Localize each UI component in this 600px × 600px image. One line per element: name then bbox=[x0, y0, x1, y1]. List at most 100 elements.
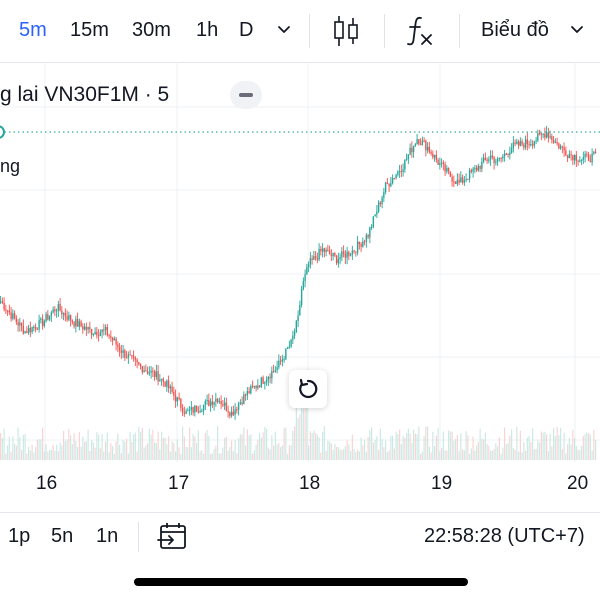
candle-body bbox=[397, 171, 399, 175]
volume-bar bbox=[565, 453, 567, 460]
volume-bar bbox=[444, 450, 446, 460]
volume-bar bbox=[42, 427, 44, 460]
volume-bar bbox=[502, 447, 504, 460]
timeframe-30m[interactable]: 30m bbox=[132, 19, 171, 41]
candle-body bbox=[174, 395, 177, 402]
volume-bar bbox=[540, 431, 542, 460]
candle-body bbox=[365, 235, 368, 242]
legend-collapse-button[interactable] bbox=[230, 81, 262, 109]
volume-bar bbox=[196, 442, 198, 460]
candle-body bbox=[97, 335, 100, 337]
candle-body bbox=[458, 179, 460, 183]
volume-bar bbox=[61, 445, 63, 460]
timeframe-5m[interactable]: 5m bbox=[19, 19, 47, 41]
candle-body bbox=[477, 165, 480, 171]
volume-bar bbox=[231, 440, 233, 460]
volume-bar bbox=[414, 433, 416, 460]
top-toolbar bbox=[0, 0, 600, 63]
volume-bar bbox=[260, 437, 262, 460]
indicator-legend[interactable]: ng bbox=[0, 156, 21, 176]
symbol-legend[interactable]: g lai VN30F1M · 5 bbox=[0, 83, 170, 106]
volume-bar bbox=[40, 439, 42, 460]
volume-bar bbox=[409, 433, 411, 460]
range-1p[interactable]: 1p bbox=[8, 525, 31, 547]
volume-bar bbox=[250, 434, 252, 460]
chevron-down-icon[interactable] bbox=[569, 22, 585, 38]
candle-body bbox=[495, 161, 497, 163]
volume-bar bbox=[362, 444, 364, 460]
volume-bar bbox=[218, 453, 220, 460]
candle-body bbox=[584, 154, 586, 158]
volume-bar bbox=[372, 442, 374, 460]
chevron-down-icon[interactable] bbox=[276, 22, 292, 38]
candle-body bbox=[255, 385, 257, 389]
range-1n[interactable]: 1n bbox=[96, 525, 119, 547]
candle-body bbox=[451, 176, 453, 182]
candle-body bbox=[544, 133, 546, 138]
volume-bar bbox=[49, 449, 51, 460]
candle-body bbox=[220, 401, 222, 405]
volume-bar bbox=[110, 442, 112, 460]
candle-body bbox=[542, 133, 544, 135]
reset-chart-button[interactable] bbox=[289, 370, 327, 408]
volume-bar bbox=[453, 440, 455, 460]
volume-bar bbox=[390, 436, 392, 460]
volume-bar bbox=[287, 453, 289, 460]
candle-body bbox=[293, 331, 296, 336]
volume-bar bbox=[248, 435, 250, 460]
volume-bar bbox=[229, 446, 231, 460]
chart-type-menu[interactable]: Biểu đồ bbox=[481, 19, 549, 41]
candle-body bbox=[76, 319, 79, 327]
volume-bar bbox=[378, 449, 380, 460]
candle-body bbox=[367, 235, 369, 238]
volume-bar bbox=[561, 448, 563, 460]
volume-bar bbox=[547, 451, 549, 460]
volume-bar bbox=[425, 426, 427, 460]
volume-bar bbox=[441, 448, 443, 460]
volume-bar bbox=[232, 451, 234, 460]
function-icon[interactable] bbox=[404, 14, 436, 48]
volume-bar bbox=[495, 442, 497, 460]
candle-body bbox=[384, 182, 387, 193]
candle-body bbox=[374, 214, 376, 217]
volume-bar bbox=[266, 428, 268, 460]
timeframe-d[interactable]: D bbox=[239, 19, 254, 41]
timeframe-1h[interactable]: 1h bbox=[196, 19, 219, 41]
clock-timezone[interactable]: 22:58:28 (UTC+7) bbox=[424, 525, 585, 547]
volume-bar bbox=[210, 453, 212, 460]
candle-body bbox=[335, 255, 338, 264]
candle-body bbox=[36, 329, 39, 331]
candlestick-icon[interactable] bbox=[332, 14, 360, 48]
candle-body bbox=[169, 386, 172, 389]
volume-bar bbox=[483, 439, 485, 460]
volume-bar bbox=[127, 453, 129, 460]
range-5n[interactable]: 5n bbox=[51, 525, 74, 547]
candle-body bbox=[332, 252, 334, 257]
volume-bar bbox=[556, 426, 558, 460]
candle-body bbox=[69, 315, 72, 321]
volume-bar bbox=[577, 449, 579, 460]
candle-body bbox=[559, 146, 562, 149]
candle-body bbox=[155, 371, 158, 377]
volume-bar bbox=[271, 435, 273, 460]
volume-bar bbox=[455, 439, 457, 460]
volume-bar bbox=[470, 448, 472, 460]
volume-bar bbox=[400, 444, 402, 460]
volume-bar bbox=[339, 449, 341, 460]
volume-bar bbox=[222, 447, 224, 460]
candle-body bbox=[129, 354, 131, 356]
candle-body bbox=[575, 155, 578, 161]
candle-body bbox=[260, 377, 263, 387]
volume-bar bbox=[505, 444, 507, 460]
candle-body bbox=[223, 402, 226, 406]
volume-bar bbox=[481, 438, 483, 460]
volume-bar bbox=[399, 429, 401, 460]
timeframe-15m[interactable]: 15m bbox=[70, 19, 109, 41]
price-chart[interactable] bbox=[0, 62, 600, 462]
candle-body bbox=[369, 227, 371, 238]
volume-bar bbox=[243, 427, 245, 460]
calendar-goto-icon[interactable] bbox=[157, 520, 189, 552]
candle-body bbox=[316, 257, 319, 260]
volume-bar bbox=[563, 432, 565, 460]
volume-bar bbox=[199, 451, 201, 460]
